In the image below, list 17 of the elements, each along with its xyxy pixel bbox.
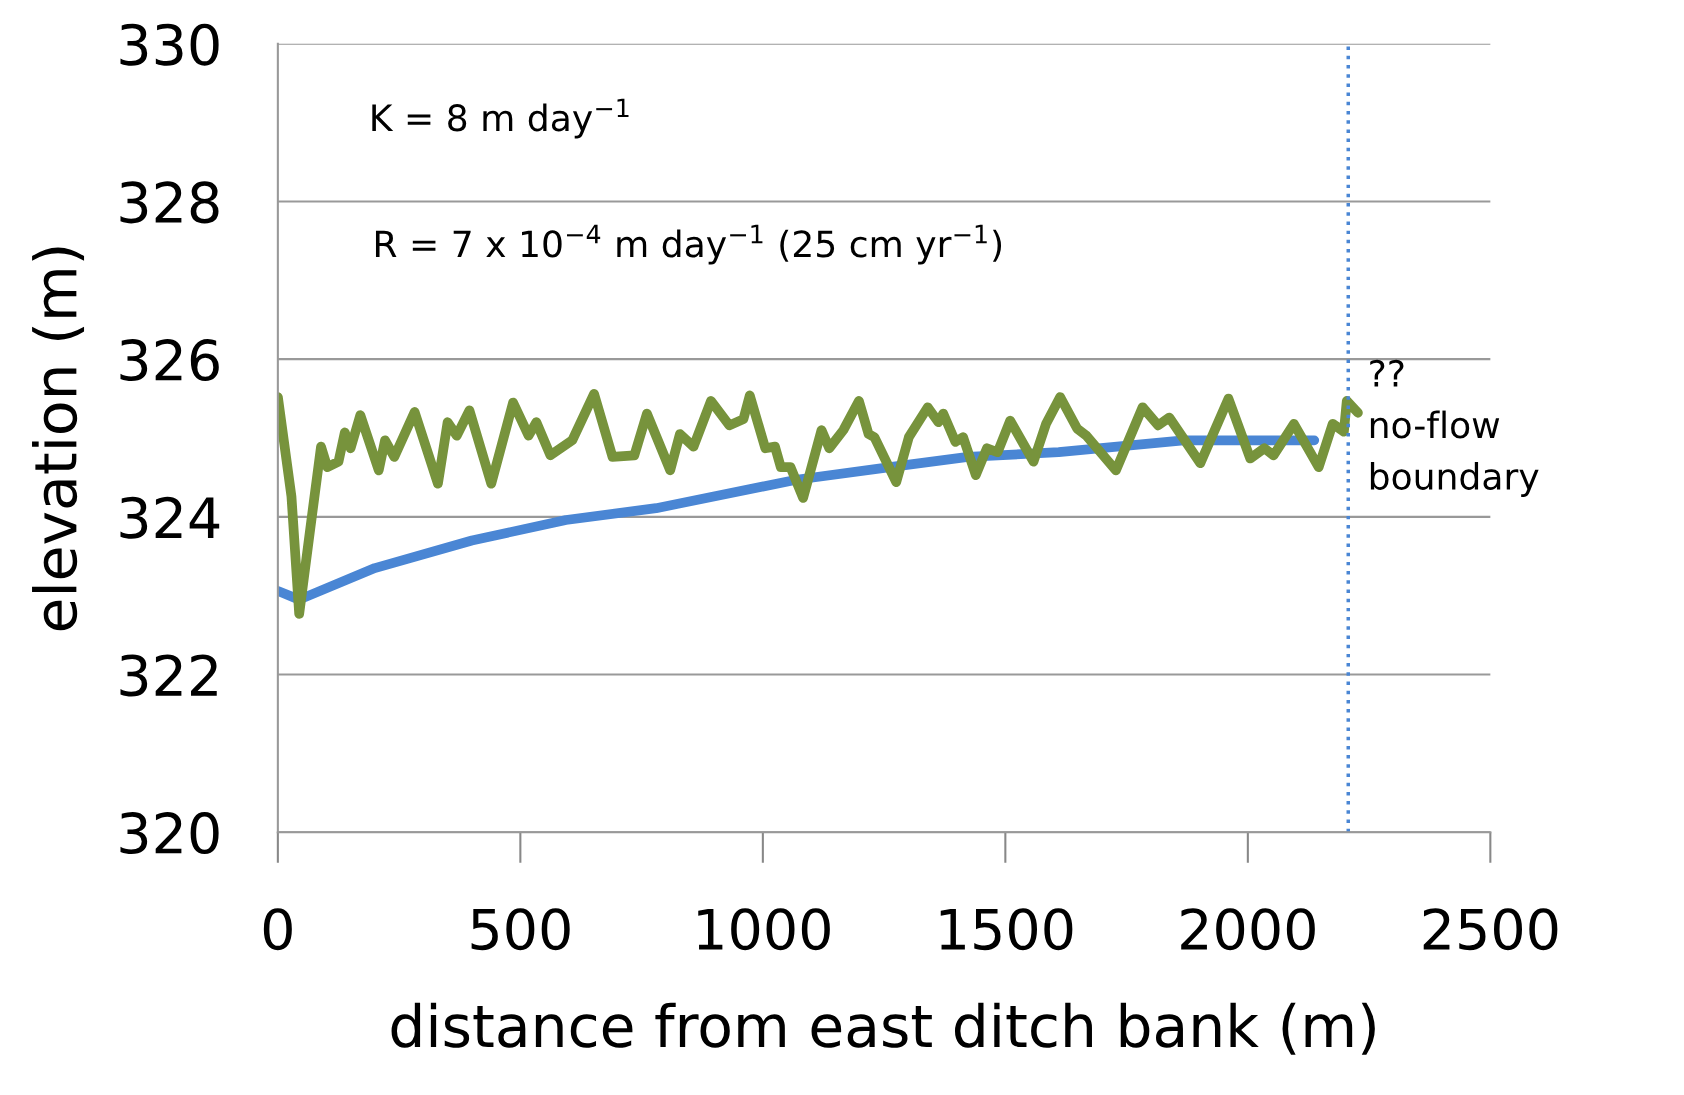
y-tick-label: 322 [120,654,217,697]
ref-line-label: ?? no-flow boundary [1370,359,1539,497]
y-tick-label: 324 [120,496,220,539]
y-tick-label: 326 [120,339,219,382]
x-tick-label: 0 [263,908,292,951]
x-tick-label: 2000 [1181,908,1315,951]
y-tick-label: 328 [120,181,219,224]
y-tick-label: 330 [120,23,219,66]
x-axis-title: distance from east ditch bank (m) [391,1002,1375,1055]
x-tick-label: 1500 [940,908,1073,951]
x-tick-label: 2500 [1423,908,1558,951]
y-tick-label: 320 [120,812,219,855]
x-tick-label: 1000 [698,908,830,951]
annotation: K = 8 m day$^{−1}$ [372,98,629,139]
x-tick-label: 500 [471,908,570,951]
y-axis-title: elevation (m) [32,247,85,631]
annotation: R = 7 x 10$^{−4}$ m day$^{−1}$ (25 cm yr$^{−1}$) [375,224,1002,265]
